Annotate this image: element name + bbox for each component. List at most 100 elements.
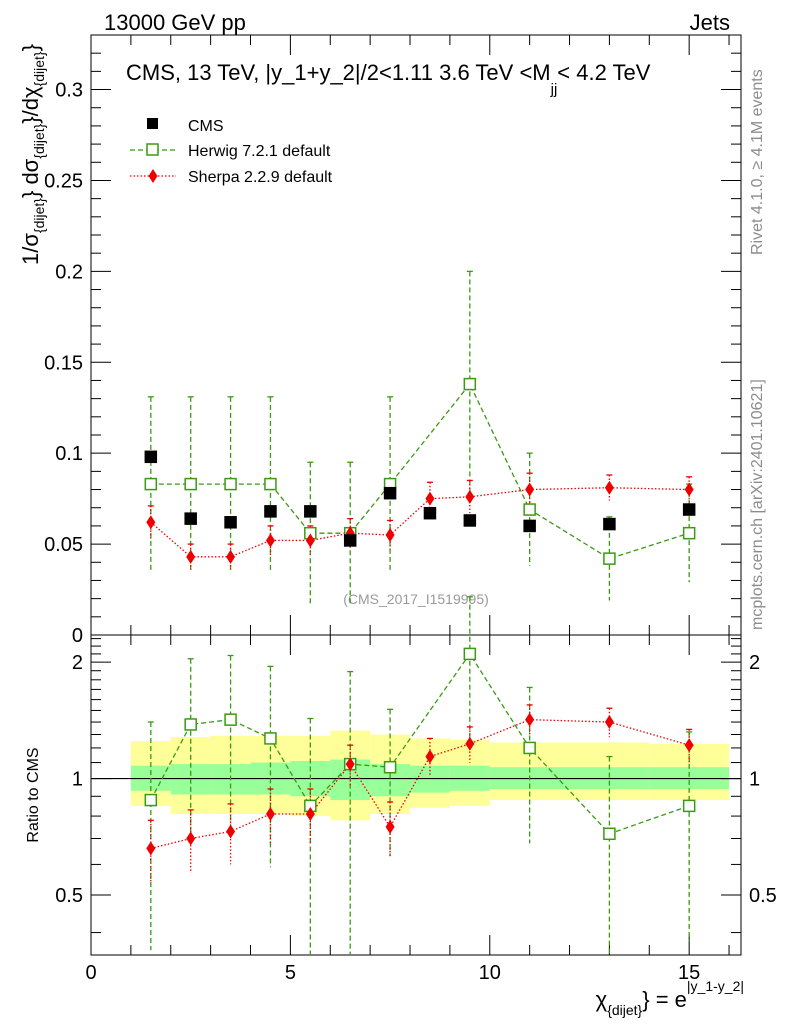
mcplots-label: mcplots.cern.ch [arXiv:2401.10621] — [749, 379, 766, 630]
herwig-point — [682, 526, 696, 540]
main-y-tick-label: 0.15 — [44, 352, 83, 374]
legend-cms-marker — [147, 118, 158, 129]
ratio-herwig-point — [603, 827, 616, 841]
ylabel-part-3: }/dχ — [18, 86, 43, 124]
ratio-herwig-point — [224, 713, 237, 726]
xlabel-mid: } = e — [642, 987, 687, 1012]
ratio-x-axis-label: χ{dijet}} = e|y_1-y_2| — [596, 978, 744, 1018]
herwig-point — [463, 377, 477, 391]
ratio-sherpa-point — [525, 712, 535, 727]
ratio-herwig-point — [463, 647, 477, 661]
herwig-point — [144, 477, 158, 491]
main-y-tick-label: 0.05 — [44, 534, 83, 556]
process-label: Jets — [690, 10, 730, 35]
sherpa-point — [385, 528, 395, 542]
sherpa-point — [604, 480, 614, 495]
main-y-tick-label: 0.25 — [44, 170, 83, 192]
sherpa-point — [186, 549, 196, 564]
sherpa-point — [146, 515, 156, 530]
cms-point — [603, 517, 616, 531]
sherpa-point — [465, 489, 475, 504]
ratio-y-tick-label-left: 0.5 — [55, 885, 83, 907]
watermark: (CMS_2017_I1519995) — [343, 591, 489, 607]
ratio-sherpa-point — [305, 806, 315, 821]
ylabel-part-2: } dσ — [18, 158, 43, 198]
ratio-bands — [91, 730, 741, 821]
ratio-sherpa-point — [186, 831, 196, 846]
main-y-tick-label: 0.2 — [55, 261, 83, 283]
main-y-tick-label: 0 — [72, 625, 83, 647]
xlabel-sub: {dijet} — [607, 1002, 642, 1018]
ylabel-sub-2: {dijet} — [31, 123, 47, 158]
herwig-point — [264, 477, 277, 491]
ratio-herwig-point — [523, 741, 536, 755]
ratio-sherpa-point — [345, 757, 355, 772]
xlabel-main: χ — [596, 987, 608, 1012]
ratio-herwig-point — [682, 799, 696, 813]
main-series — [144, 270, 696, 605]
ratio-sherpa-point — [465, 736, 475, 751]
legend-cms-label: CMS — [188, 118, 224, 135]
main-title: CMS, 13 TeV, |y_1+y_2|/2<1.11 3.6 TeV <M… — [126, 60, 651, 98]
ratio-sherpa-point — [425, 749, 435, 764]
cms-point — [523, 519, 536, 533]
cms-point — [304, 505, 317, 518]
ratio-sherpa-point — [684, 738, 694, 753]
legend: CMS Herwig 7.2.1 default Sherpa 2.2.9 de… — [130, 118, 333, 186]
xlabel-sup: |y_1-y_2| — [687, 978, 744, 994]
cms-point — [343, 534, 357, 547]
cms-point — [423, 506, 437, 520]
herwig-point — [523, 503, 536, 516]
herwig-point — [603, 552, 616, 565]
ratio-x-tick-label: 15 — [678, 962, 700, 984]
main-title-text: CMS, 13 TeV, |y_1+y_2|/2<1.11 3.6 TeV <M — [126, 60, 551, 85]
main-y-axis: 0 0.05 0.1 0.15 0.2 0.25 0.3 — [44, 34, 741, 647]
main-y-tick-label: 0.1 — [55, 443, 83, 465]
cms-point — [144, 450, 158, 464]
ratio-sherpa-point — [146, 841, 156, 856]
sherpa-point — [684, 482, 694, 497]
ratio-herwig-point — [264, 732, 277, 745]
ratio-herwig-point — [383, 760, 397, 774]
ratio-y-axis: 0.5 0.5 1 1 2 2 — [55, 638, 777, 934]
rivet-label: Rivet 4.1.0, ≥ 4.1M events — [749, 69, 766, 255]
cms-point — [224, 516, 237, 529]
ratio-y-axis-label: Ratio to CMS — [25, 747, 42, 842]
ratio-series — [144, 596, 696, 955]
main-y-tick-label: 0.3 — [55, 80, 83, 102]
ratio-x-tick-label: 0 — [85, 962, 96, 984]
herwig-line — [150, 382, 690, 560]
ratio-x-tick-label: 10 — [479, 962, 501, 984]
sherpa-point — [525, 482, 535, 497]
cms-point — [264, 505, 277, 518]
ratio-y-tick-label-left: 2 — [72, 652, 83, 674]
cms-point — [463, 514, 477, 527]
sherpa-point — [226, 549, 236, 564]
legend-herwig-marker — [146, 143, 159, 156]
ratio-herwig-point — [184, 718, 197, 731]
ylabel-sub-1: {dijet} — [31, 198, 47, 233]
sherpa-point — [425, 491, 435, 506]
legend-sherpa-label: Sherpa 2.2.9 default — [188, 169, 333, 186]
cms-point — [383, 486, 397, 500]
ratio-sherpa-point — [385, 819, 395, 834]
ylabel-part-1: 1/σ — [18, 233, 43, 265]
sherpa-point — [265, 533, 275, 548]
ratio-sherpa-line — [150, 719, 690, 850]
ratio-y-tick-label-left: 1 — [72, 769, 83, 791]
main-y-axis-label: 1/σ{dijet}} dσ{dijet}}/dχ{dijet}} — [18, 44, 47, 265]
sherpa-point — [305, 533, 315, 548]
cms-point — [682, 503, 696, 516]
ratio-herwig-point — [144, 793, 158, 807]
herwig-point — [224, 477, 237, 491]
ratio-y-tick-label-right: 0.5 — [749, 885, 777, 907]
main-panel: 0 0.05 0.1 0.15 0.2 0.25 0.3 (CMS_2017_I151999… — [18, 34, 742, 647]
cms-point — [184, 512, 197, 525]
ratio-frame — [90, 634, 742, 956]
legend-sherpa-marker — [148, 169, 158, 183]
sherpa-line — [150, 487, 690, 558]
ratio-x-tick-label: 5 — [285, 962, 296, 984]
main-title-tail: < 4.2 TeV — [557, 60, 650, 85]
energy-label: 13000 GeV pp — [104, 10, 246, 35]
